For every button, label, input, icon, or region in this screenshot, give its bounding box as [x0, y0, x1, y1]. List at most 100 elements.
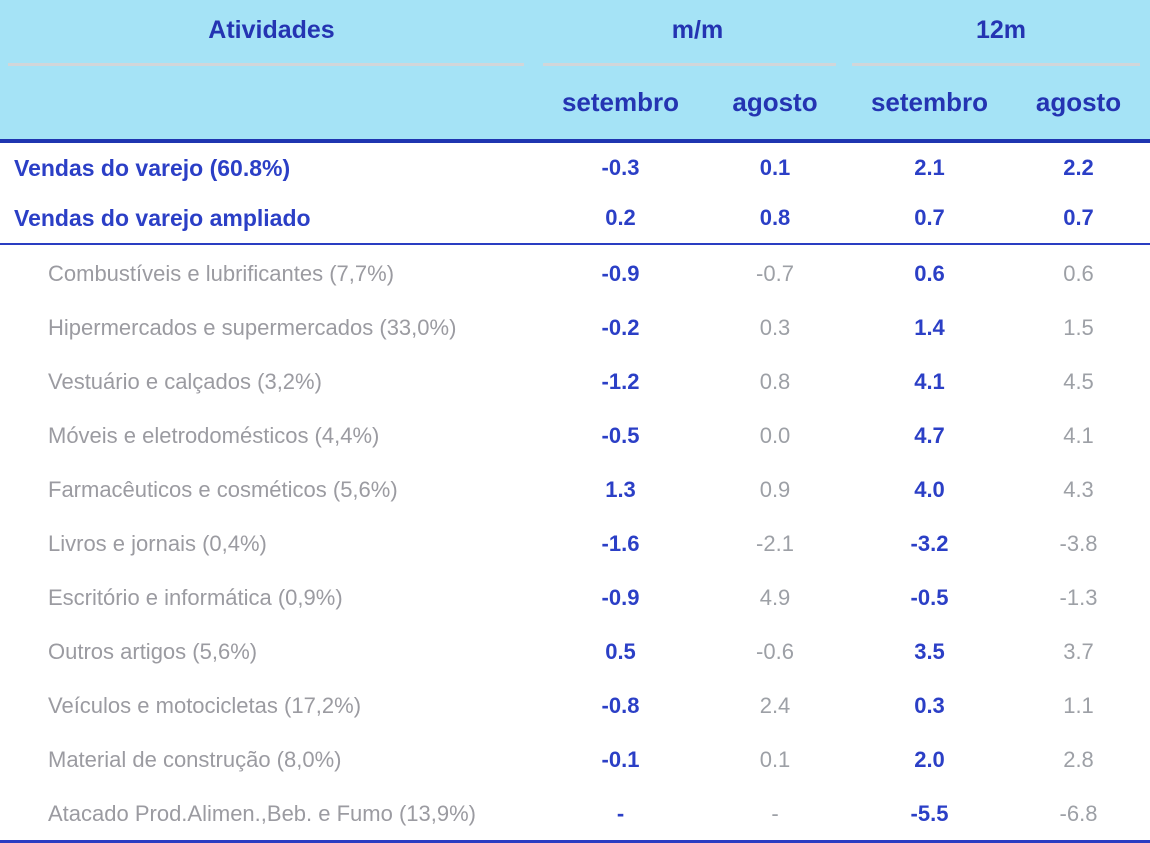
row-label: Atacado Prod.Alimen.,Beb. e Fumo (13,9%)	[48, 801, 476, 826]
cell-12m-agosto: -6.8	[1059, 801, 1098, 826]
cell-12m-setembro: 2.1	[914, 155, 945, 180]
row-label: Vestuário e calçados (3,2%)	[48, 369, 322, 394]
cell-mm-setembro: -0.3	[601, 155, 640, 180]
cell-12m-agosto: 4.5	[1063, 369, 1094, 394]
row-label: Escritório e informática (0,9%)	[48, 585, 343, 610]
category-row: Material de construção (8,0%) -0.1 0.1 2.0 2…	[0, 733, 1150, 787]
cell-12m-setembro: 0.6	[914, 261, 945, 286]
cell-mm-agosto: 0.1	[759, 747, 791, 772]
row-label: Veículos e motocicletas (17,2%)	[48, 693, 362, 718]
category-row: Farmacêuticos e cosméticos (5,6%) 1.3 0.9 4…	[0, 463, 1150, 517]
subheader-12m-setembro: setembro	[870, 87, 989, 117]
summary-rows-section: Vendas do varejo (60.8%) -0.3 0.1 2.1 2.2 Ven…	[0, 143, 1150, 243]
cell-mm-agosto: 0.1	[759, 155, 791, 180]
category-row: Hipermercados e supermercados (33,0%) -0.…	[0, 301, 1150, 355]
cell-mm-setembro: -1.6	[601, 531, 640, 556]
cell-mm-agosto: -0.6	[756, 639, 794, 664]
category-row: Vestuário e calçados (3,2%) -1.2 0.8 4.1 4.5	[0, 355, 1150, 409]
row-label: Vendas do varejo (60.8%)	[14, 154, 291, 181]
table-bottom-border-line	[0, 840, 1150, 843]
subheader-mm-agosto: agosto	[732, 87, 818, 117]
row-label: Móveis e eletrodomésticos (4,4%)	[48, 423, 380, 448]
header-subheader-row: setembro agosto setembro agosto	[0, 66, 1150, 139]
cell-mm-setembro: -1.2	[601, 369, 640, 394]
table-body: Vendas do varejo (60.8%) -0.3 0.1 2.1 2.2 Ven…	[0, 143, 1150, 841]
cell-mm-agosto: 0.0	[759, 423, 791, 448]
cell-12m-setembro: -3.2	[910, 531, 949, 556]
category-row: Outros artigos (5,6%) 0.5 -0.6 3.5 3.7	[0, 625, 1150, 679]
column-header-atividades: Atividades	[208, 16, 335, 44]
cell-12m-agosto: -3.8	[1059, 531, 1098, 556]
cell-12m-agosto: 2.8	[1063, 747, 1094, 772]
category-row: Veículos e motocicletas (17,2%) -0.8 2.4 0.…	[0, 679, 1150, 733]
cell-12m-setembro: 4.1	[914, 369, 945, 394]
header-underline-mm	[543, 63, 836, 66]
header-group-row: Atividades m/m 12m	[0, 0, 1150, 66]
cell-mm-agosto: 0.8	[759, 369, 791, 394]
cell-mm-agosto: 0.8	[759, 205, 791, 230]
cell-mm-agosto: 4.9	[759, 585, 791, 610]
column-group-mm: m/m	[671, 16, 724, 44]
cell-12m-agosto: 0.6	[1063, 261, 1094, 286]
cell-12m-setembro: 0.3	[914, 693, 945, 718]
category-row: Móveis e eletrodomésticos (4,4%) -0.5 0.0 4…	[0, 409, 1150, 463]
cell-mm-setembro: 1.3	[605, 477, 636, 502]
cell-12m-setembro: 2.0	[914, 747, 945, 772]
cell-12m-agosto: 4.1	[1063, 423, 1094, 448]
header-cell-atividades: Atividades	[0, 0, 543, 66]
summary-row: Vendas do varejo (60.8%) -0.3 0.1 2.1 2.2	[0, 143, 1150, 193]
cell-mm-setembro: 0.5	[605, 639, 636, 664]
subheader-12m-agosto: agosto	[1035, 87, 1122, 117]
category-row: Livros e jornais (0,4%) -1.6 -2.1 -3.2 -3.8	[0, 517, 1150, 571]
cell-12m-agosto: 1.5	[1063, 315, 1094, 340]
category-rows-section: Combustíveis e lubrificantes (7,7%) -0.9-…	[0, 245, 1150, 841]
cell-12m-setembro: -5.5	[910, 801, 949, 826]
cell-12m-setembro: -0.5	[910, 585, 949, 610]
column-group-12m: 12m	[975, 16, 1027, 44]
table-header: Atividades m/m 12m setembro agosto setem…	[0, 0, 1150, 143]
cell-mm-agosto: -2.1	[756, 531, 794, 556]
cell-12m-agosto: 0.7	[1063, 205, 1094, 230]
category-row: Escritório e informática (0,9%) -0.9 4.9 -0…	[0, 571, 1150, 625]
cell-mm-setembro: -0.5	[601, 423, 640, 448]
row-label: Hipermercados e supermercados (33,0%)	[48, 315, 457, 340]
cell-mm-agosto: -	[771, 801, 779, 826]
cell-12m-setembro: 0.7	[914, 205, 945, 230]
cell-mm-agosto: 0.9	[759, 477, 791, 502]
subheader-mm-setembro: setembro	[561, 87, 680, 117]
cell-12m-agosto: 2.2	[1063, 155, 1094, 180]
category-row: Combustíveis e lubrificantes (7,7%) -0.9 -…	[0, 247, 1150, 301]
cell-mm-setembro: -0.8	[601, 693, 640, 718]
row-label: Material de construção (8,0%)	[48, 747, 342, 772]
summary-row: Vendas do varejo ampliado 0.2 0.8 0.7 0.7	[0, 193, 1150, 243]
header-cell-mm: m/m	[543, 0, 852, 66]
row-label: Combustíveis e lubrificantes (7,7%)	[48, 261, 395, 286]
header-cell-12m: 12m	[852, 0, 1150, 66]
section-divider-line	[0, 243, 1150, 245]
row-label: Outros artigos (5,6%)	[48, 639, 258, 664]
cell-mm-setembro: 0.2	[605, 205, 636, 230]
cell-12m-agosto: 3.7	[1063, 639, 1094, 664]
cell-mm-setembro: -	[616, 801, 625, 826]
cell-mm-agosto: 2.4	[759, 693, 791, 718]
cell-mm-setembro: -0.9	[601, 261, 640, 286]
header-underline-12m	[852, 63, 1140, 66]
row-label: Livros e jornais (0,4%)	[48, 531, 267, 556]
cell-12m-setembro: 1.4	[914, 315, 945, 340]
header-underline-atividades	[8, 63, 524, 66]
cell-12m-setembro: 4.7	[914, 423, 945, 448]
cell-mm-setembro: -0.1	[601, 747, 640, 772]
row-label: Farmacêuticos e cosméticos (5,6%)	[48, 477, 398, 502]
cell-12m-setembro: 3.5	[914, 639, 945, 664]
row-label: Vendas do varejo ampliado	[14, 204, 311, 231]
cell-12m-agosto: 4.3	[1063, 477, 1094, 502]
cell-12m-setembro: 4.0	[914, 477, 945, 502]
cell-mm-agosto: -0.7	[756, 261, 794, 286]
cell-mm-agosto: 0.3	[759, 315, 791, 340]
cell-12m-agosto: 1.1	[1063, 693, 1094, 718]
cell-mm-setembro: -0.9	[601, 585, 640, 610]
cell-12m-agosto: -1.3	[1059, 585, 1098, 610]
category-row: Atacado Prod.Alimen.,Beb. e Fumo (13,9%)…	[0, 787, 1150, 841]
cell-mm-setembro: -0.2	[601, 315, 640, 340]
